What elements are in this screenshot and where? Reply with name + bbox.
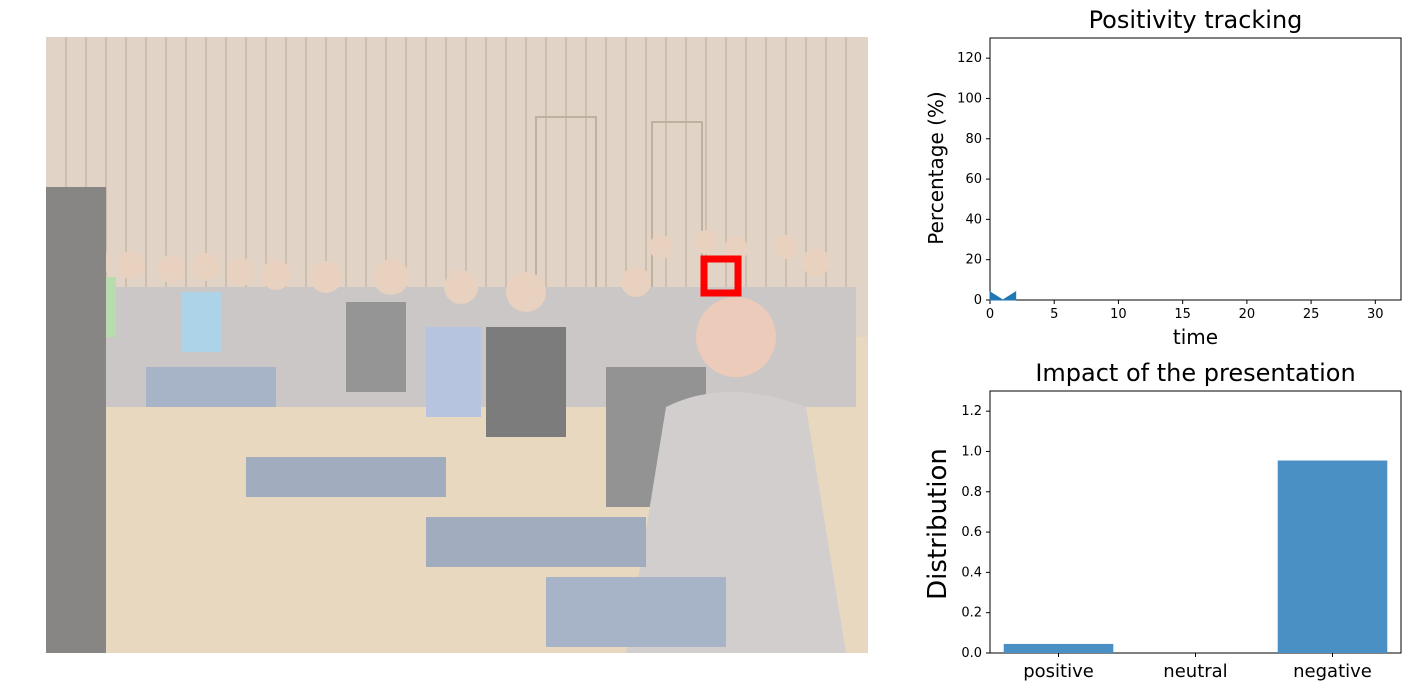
chart1-xtick-label: 30 [1367,307,1384,322]
chart2-ytick-label: 0.4 [961,565,982,580]
chart2-category-label: neutral [1163,661,1227,682]
chart1-ytick-label: 100 [957,91,982,106]
chart2-ytick-label: 0.0 [961,646,982,661]
positivity-tracking-chart: 0 5 10 15 20 25 30 0 20 40 60 80 100 120 [957,37,1402,322]
chart1-xlabel: time [1172,325,1219,349]
chart1-xtick-label: 5 [1050,307,1058,322]
chart1-xtick-label: 0 [986,307,994,322]
chart1-positivity-area [989,291,1017,301]
chart1-plot-frame [989,37,1402,301]
chart2-ytick-label: 0.2 [961,606,982,621]
chart2-category-label: negative [1293,661,1372,682]
chart1-xtick-label: 20 [1239,307,1256,322]
chart1-xtick-label: 15 [1174,307,1191,322]
chart1-ytick-label: 0 [974,293,982,308]
chart2-title: Impact of the presentation [1035,359,1356,387]
face-highlight-box [700,255,742,297]
impact-distribution-chart: 0.0 0.2 0.4 0.6 0.8 1.0 1.2 positive neutral nega… [961,390,1402,682]
audience-photo [46,37,868,653]
chart1-ytick-label: 120 [957,51,982,66]
chart2-ytick-label: 1.0 [961,444,982,459]
speaker-stand [46,187,106,653]
chart1-ytick-label: 60 [965,172,982,187]
audience-crowd [76,230,856,653]
chart1-ytick-label: 80 [965,132,982,147]
chart2-ytick-label: 0.8 [961,485,982,500]
chart1-xtick-label: 10 [1110,307,1127,322]
chart1-xtick-label: 25 [1303,307,1320,322]
chart2-bar-negative [1277,460,1388,653]
chart2-bar-positive [1003,643,1114,653]
chart1-ytick-label: 20 [965,253,982,268]
chart2-category-label: positive [1023,661,1094,682]
chart1-ytick-label: 40 [965,212,982,227]
chart2-ytick-label: 0.6 [961,525,982,540]
chart2-ytick-label: 1.2 [961,404,982,419]
chart1-title: Positivity tracking [1088,6,1303,34]
